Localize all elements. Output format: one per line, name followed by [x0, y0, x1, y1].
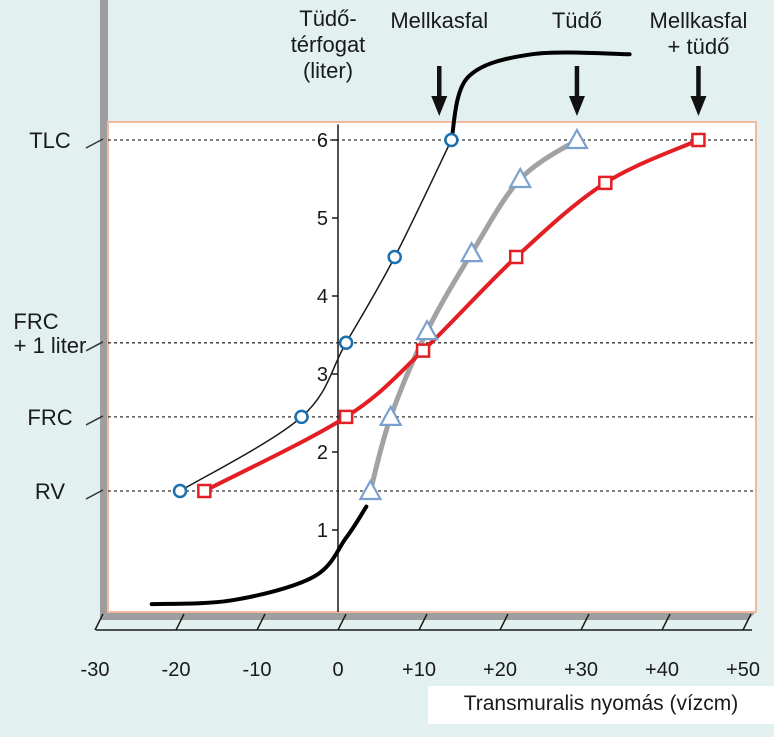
x-tick--20 — [175, 613, 185, 631]
ref-tick-rv — [85, 489, 104, 500]
arrow-label-tüdő: Tüdő — [552, 8, 602, 33]
ref-tick-frc — [85, 415, 104, 426]
arrow-head-mellkasfal — [431, 96, 448, 116]
marker-mellkasfal-tüdő-3 — [508, 249, 524, 265]
marker-tüdő-0 — [358, 478, 383, 501]
y-axis-title-line: Tüdő- — [299, 6, 356, 31]
x-tick-label-0: 0 — [332, 659, 343, 681]
x-tick--10 — [256, 613, 266, 631]
marker-mellkasfal-1 — [294, 409, 309, 425]
ref-tick-tlc — [85, 138, 104, 149]
ref-label-frc-1-liter: FRC + 1 liter — [13, 309, 86, 358]
x-tick-50 — [742, 613, 752, 631]
ref-label-frc: FRC — [27, 405, 72, 430]
series-extension-high-mellkasfal — [449, 50, 632, 142]
marker-tüdő-5 — [565, 127, 589, 150]
x-tick-label--10: -10 — [243, 659, 272, 681]
marker-mellkasfal-0 — [172, 483, 188, 499]
marker-mellkasfal-tüdő-5 — [691, 132, 706, 148]
ref-label-line: TLC — [29, 128, 71, 153]
x-tick-label-20: +20 — [483, 659, 517, 681]
marker-mellkasfal-3 — [387, 249, 402, 265]
marker-mellkasfal-tüdő-4 — [598, 175, 613, 191]
x-tick--30 — [94, 613, 104, 631]
ref-label-line: RV — [35, 479, 65, 504]
y-tick-label-3: 3 — [317, 364, 328, 386]
marker-tüdő-1 — [378, 404, 403, 426]
x-tick-30 — [580, 613, 590, 631]
x-tick-20 — [499, 613, 509, 631]
arrow-label-line: + tüdő — [668, 34, 730, 59]
x-tick-label-30: +30 — [564, 659, 598, 681]
arrow-label-line: Mellkasfal — [390, 8, 488, 33]
x-tick-label--30: -30 — [81, 659, 110, 681]
plot-panel — [107, 121, 757, 613]
x-tick-label-40: +40 — [645, 659, 679, 681]
marker-mellkasfal-4 — [444, 132, 459, 148]
y-tick-label-5: 5 — [317, 208, 328, 230]
y-tick-label-1: 1 — [317, 520, 328, 542]
y-tick-label-2: 2 — [317, 442, 328, 464]
y-axis-title-line: (liter) — [303, 58, 353, 83]
arrow-head-mellkasfal-tüdő — [690, 96, 707, 116]
ref-label-rv: RV — [35, 479, 65, 504]
x-tick-10 — [418, 613, 428, 631]
x-axis-title-box: Transmuralis nyomás (vízcm) — [428, 686, 774, 724]
arrow-label-mellkasfal: Mellkasfal — [390, 8, 488, 33]
y-tick-label-6: 6 — [317, 130, 328, 152]
x-axis-title: Transmuralis nyomás (vízcm) — [463, 692, 739, 715]
ref-label-line: FRC — [27, 405, 72, 430]
marker-mellkasfal-tüdő-0 — [197, 483, 212, 499]
x-tick-label-10: +10 — [402, 659, 436, 681]
arrow-label-line: Mellkasfal — [650, 8, 748, 33]
back-wall — [100, 0, 108, 620]
x-tick-40 — [661, 613, 671, 631]
marker-tüdő-4 — [508, 166, 533, 189]
marker-mellkasfal-tüdő-2 — [415, 343, 431, 358]
markers — [172, 127, 706, 501]
ref-label-line: FRC — [13, 309, 58, 334]
marker-mellkasfal-2 — [338, 335, 354, 351]
marker-mellkasfal-tüdő-1 — [338, 409, 354, 425]
ref-tick-frc-1-liter — [85, 341, 104, 352]
x-tick-label--20: -20 — [162, 659, 191, 681]
marker-tüdő-2 — [415, 318, 439, 341]
x-tick-label-50: +50 — [726, 659, 760, 681]
arrow-head-tüdő — [568, 96, 585, 116]
ref-label-line: + 1 liter — [14, 333, 87, 358]
x-tick-0 — [337, 613, 347, 631]
arrow-label-line: Tüdő — [552, 8, 602, 33]
floor — [100, 612, 756, 620]
arrow-label-mellkasfal-tüdő: Mellkasfal + tüdő — [650, 8, 748, 59]
axes — [94, 66, 752, 631]
ref-label-tlc: TLC — [29, 128, 71, 153]
marker-tüdő-3 — [459, 240, 484, 263]
series-extension-low-mellkasfal — [149, 504, 369, 607]
y-axis-title: Tüdő-térfogat (liter) — [291, 6, 366, 83]
y-axis-title-line: térfogat — [291, 32, 366, 57]
y-tick-label-4: 4 — [317, 286, 328, 308]
